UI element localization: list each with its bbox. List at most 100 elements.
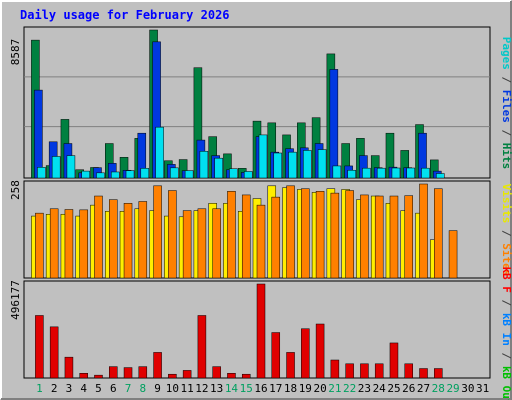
legend-part: / — [500, 123, 512, 143]
pages-bar — [96, 172, 105, 179]
pages-bar — [362, 167, 371, 179]
x-tick-label: 25 — [387, 382, 400, 395]
x-tick-label: 24 — [373, 382, 387, 395]
kbytes-bar — [286, 352, 295, 379]
sites-bar — [109, 199, 118, 279]
pages-bar — [170, 167, 179, 179]
sites-bar — [345, 190, 354, 279]
pages-bar — [37, 167, 46, 179]
kbytes-bar — [123, 367, 133, 379]
x-tick-label: 22 — [343, 382, 356, 395]
x-tick-label: 12 — [195, 382, 208, 395]
sites-bar — [49, 208, 59, 279]
kbytes-bar — [182, 370, 192, 379]
legend-part: kB In — [500, 313, 512, 346]
kbytes-bar — [404, 363, 413, 379]
pages-bar — [406, 167, 415, 179]
x-tick-label: 21 — [328, 382, 341, 395]
pages-bar — [391, 167, 401, 179]
sites-bar — [94, 195, 103, 279]
legend-part: Sites — [500, 243, 512, 276]
x-tick-label: 13 — [210, 382, 223, 395]
x-tick-label: 20 — [313, 382, 326, 395]
legend-part: kB F — [500, 266, 512, 293]
legend-part: / — [500, 293, 512, 313]
x-tick-label: 17 — [269, 382, 282, 395]
sites-bar — [360, 194, 369, 279]
sites-bar — [404, 195, 413, 279]
legend-part: / — [500, 346, 512, 366]
x-tick-label: 30 — [461, 382, 474, 395]
kbytes-bar — [241, 373, 251, 379]
kbytes-bar — [64, 356, 74, 379]
pages-bar — [140, 168, 150, 179]
pages-bar — [303, 150, 312, 179]
pages-bar — [436, 173, 445, 179]
sites-bar — [197, 208, 207, 279]
pages-bar — [125, 170, 135, 179]
pages-bar — [111, 171, 120, 179]
sites-bar — [79, 209, 88, 279]
x-tick-label: 7 — [125, 382, 132, 395]
pages-bar — [184, 170, 194, 179]
bottom-max-label: 496177 — [9, 280, 22, 320]
kbytes-bar — [256, 283, 266, 379]
pages-bar — [288, 151, 297, 179]
legend-part: Files — [500, 90, 512, 123]
sites-bar — [286, 185, 295, 279]
kbytes-bar — [301, 328, 310, 379]
sites-bar — [35, 212, 44, 279]
x-tick-label: 3 — [66, 382, 73, 395]
kbytes-bar — [330, 359, 340, 379]
x-tick-label: 15 — [240, 382, 253, 395]
sites-bar — [374, 195, 384, 279]
x-tick-label: 6 — [110, 382, 117, 395]
x-tick-label: 26 — [402, 382, 415, 395]
x-tick-label: 1 — [36, 382, 43, 395]
bottom-legend: kB F / kB In / kB Out — [500, 266, 512, 400]
kbytes-bar — [315, 323, 325, 379]
kbytes-bar — [419, 368, 428, 379]
top-legend: Pages / Files / Hits — [500, 37, 512, 170]
sites-bar — [256, 204, 266, 279]
kbytes-bar — [35, 315, 44, 379]
kbytes-bar — [212, 366, 221, 379]
sites-bar — [389, 195, 399, 279]
x-tick-label: 14 — [225, 382, 239, 395]
sites-bar — [182, 210, 192, 279]
sites-bar — [64, 209, 74, 279]
x-tick-label: 18 — [284, 382, 297, 395]
kbytes-bar — [374, 363, 384, 379]
kbytes-bar — [79, 373, 88, 379]
x-tick-label: 19 — [299, 382, 312, 395]
mid-legend: Visits / Sites — [500, 184, 512, 277]
x-axis-labels: 1 2 3 4 5 6 7 8 9 10 11 12 13 14 15 16 17 18 19 20 21 22 23 24 2… — [36, 382, 489, 395]
sites-bar — [153, 185, 162, 279]
pages-bar — [376, 167, 386, 179]
pages-bar — [229, 168, 238, 179]
sites-bar — [448, 230, 458, 279]
chart-title: Daily usage for February 2026 — [20, 8, 230, 22]
x-tick-label: 28 — [432, 382, 445, 395]
sites-bar — [212, 208, 221, 279]
x-tick-label: 9 — [154, 382, 161, 395]
x-tick-label: 10 — [166, 382, 179, 395]
x-tick-label: 29 — [446, 382, 459, 395]
x-tick-label: 23 — [358, 382, 371, 395]
x-tick-label: 4 — [80, 382, 87, 395]
legend-part: / — [500, 70, 512, 90]
pages-bar — [155, 126, 164, 179]
pages-bar — [347, 169, 356, 179]
kbytes-bar — [197, 315, 207, 379]
x-tick-label: 31 — [476, 382, 489, 395]
files-bar — [34, 89, 43, 179]
x-tick-label: 8 — [139, 382, 146, 395]
kbytes-bar — [434, 368, 443, 379]
legend-part: Hits — [500, 143, 512, 170]
kbytes-bar — [389, 342, 399, 379]
x-tick-label: 5 — [95, 382, 102, 395]
pages-bar — [258, 134, 268, 179]
kbytes-bar — [360, 363, 369, 379]
x-tick-label: 2 — [51, 382, 58, 395]
